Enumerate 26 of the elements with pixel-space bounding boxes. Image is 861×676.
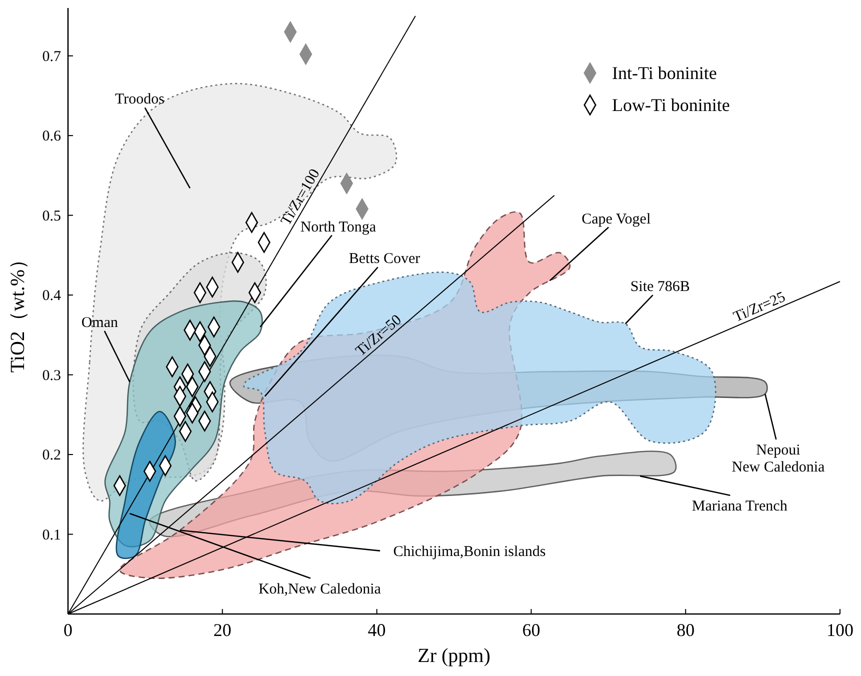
y-tick-label: 0.2 <box>42 448 61 464</box>
annotation: Betts Cover <box>348 251 420 268</box>
x-tick-label: 0 <box>64 620 72 640</box>
x-tick-label: 20 <box>213 620 232 640</box>
y-tick-label: 0.5 <box>42 208 61 224</box>
x-axis-title: Zr (ppm) <box>418 645 490 667</box>
legend-label: Low-Ti boninite <box>612 95 730 115</box>
annotation: Mariana Trench <box>692 498 788 514</box>
x-tick-label: 80 <box>676 620 695 640</box>
y-axis-title: TiO2（wt.%） <box>7 249 29 373</box>
annotation: Nepoui New Caledonia <box>732 442 826 476</box>
annotation: Site 786B <box>630 279 690 296</box>
y-tick-label: 0.3 <box>42 368 61 384</box>
x-tick-label: 40 <box>368 620 386 640</box>
annotation: Troodos <box>115 92 165 108</box>
legend-label: Int-Ti boninite <box>612 63 717 83</box>
x-tick-label: 100 <box>826 620 854 640</box>
annotation: Chichijima,Bonin islands <box>393 544 546 560</box>
y-tick-label: 0.6 <box>42 128 62 145</box>
annotation: Cape Vogel <box>582 211 651 228</box>
x-tick-label: 60 <box>522 620 540 640</box>
y-tick-label: 0.1 <box>42 527 61 544</box>
annotation: Oman <box>81 314 118 331</box>
y-tick-label: 0.4 <box>42 288 62 304</box>
y-tick-label: 0.7 <box>42 48 62 65</box>
annotation: Koh,New Caledonia <box>258 581 382 598</box>
